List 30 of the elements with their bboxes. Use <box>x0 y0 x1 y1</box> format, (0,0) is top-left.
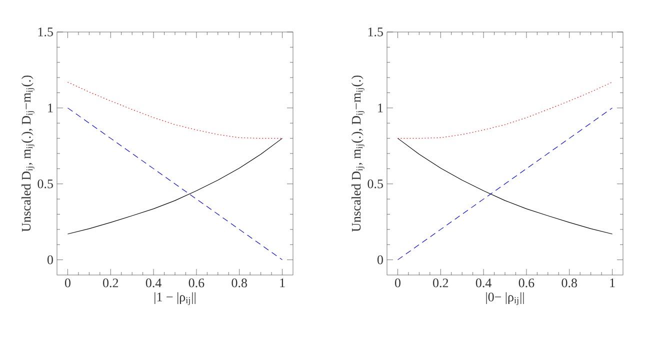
x-tick-label: 1 <box>610 278 615 288</box>
y-tick-label: 1.5 <box>368 28 383 36</box>
y-tick-label: 0 <box>377 255 383 264</box>
y-tick-label: 0.5 <box>38 179 53 188</box>
x-tick-label: 0.4 <box>476 278 492 288</box>
x-tick-label: 1 <box>280 278 285 288</box>
x-tick-label: 0.2 <box>103 278 118 288</box>
text: Unscaled D$_{ij}$, m$_{ij}$(.), D$_{ij}$−m$_{ij}$(.) <box>22 76 34 232</box>
line-series <box>397 138 613 234</box>
line-series <box>67 108 283 260</box>
line-series <box>67 138 283 234</box>
y-tick-label: 0 <box>47 255 53 264</box>
x-tick-label: 0.6 <box>518 278 534 288</box>
y-tick-label: 0.5 <box>368 179 383 188</box>
x-tick-label: 0 <box>394 278 400 288</box>
x-tick-label: 0.8 <box>562 278 577 288</box>
x-tick-label: 0.4 <box>146 278 162 288</box>
x-tick-label: 0.2 <box>433 278 448 288</box>
line-series <box>397 82 613 139</box>
x-tick-label: 0 <box>64 278 70 288</box>
y-tick-label: 1 <box>378 104 383 112</box>
x-tick-label: 0.6 <box>188 278 204 288</box>
x-tick-label: 0.8 <box>232 278 247 288</box>
y-tick-label: 1.5 <box>38 28 53 36</box>
x-axis-title: |0− |ρ$_{ij}$|| <box>486 292 524 306</box>
x-axis-title: |1 − |ρ$_{ij}$|| <box>154 292 196 306</box>
line-series <box>67 82 283 139</box>
y-tick-label: 1 <box>48 104 53 112</box>
line-series <box>397 108 613 260</box>
text: Unscaled D$_{ij}$, m$_{ij}$(.), D$_{ij}$−m$_{ij}$(.) <box>352 76 364 232</box>
